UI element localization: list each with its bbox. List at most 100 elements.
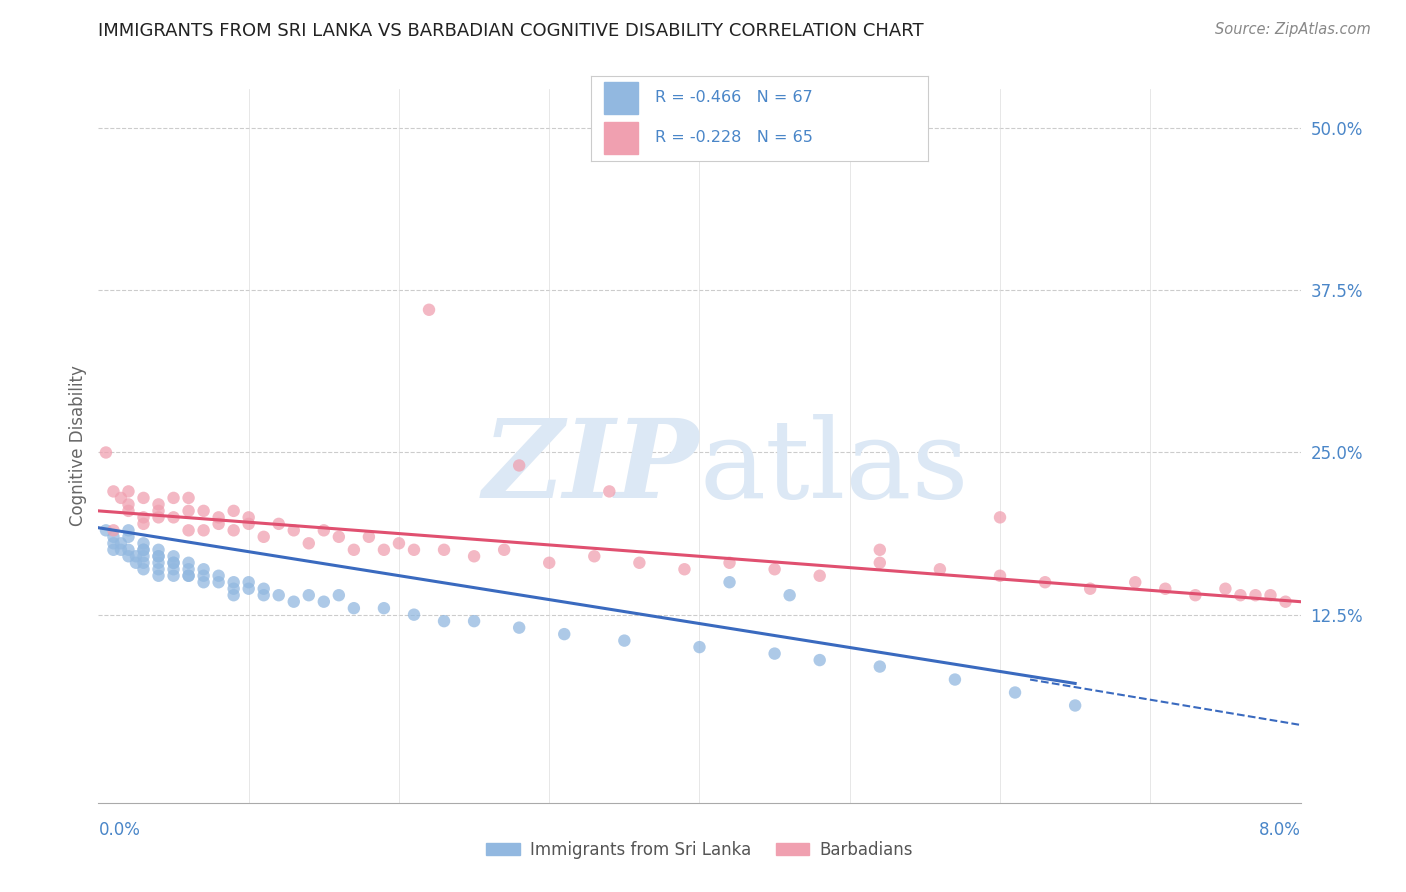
Point: [1274, 595, 1296, 609]
Point: [1154, 582, 1177, 596]
Point: [463, 549, 485, 564]
Point: [583, 549, 606, 564]
Point: [132, 542, 155, 557]
Point: [494, 542, 516, 557]
Point: [177, 562, 200, 576]
Point: [808, 568, 831, 582]
Point: [193, 524, 215, 538]
Point: [177, 504, 200, 518]
Point: [988, 568, 1011, 582]
Point: [125, 556, 148, 570]
Point: [103, 524, 125, 538]
Point: [298, 536, 321, 550]
Point: [208, 516, 231, 531]
Legend: Immigrants from Sri Lanka, Barbadians: Immigrants from Sri Lanka, Barbadians: [479, 835, 920, 866]
Point: [208, 568, 231, 582]
Point: [283, 524, 305, 538]
Point: [1229, 588, 1251, 602]
Point: [869, 556, 891, 570]
Point: [508, 621, 530, 635]
Point: [177, 568, 200, 582]
Text: Source: ZipAtlas.com: Source: ZipAtlas.com: [1215, 22, 1371, 37]
Point: [148, 549, 170, 564]
Point: [117, 484, 139, 499]
Point: [193, 568, 215, 582]
Point: [418, 302, 440, 317]
Point: [132, 562, 155, 576]
Point: [1033, 575, 1056, 590]
Point: [162, 556, 184, 570]
Point: [117, 524, 139, 538]
Point: [110, 542, 132, 557]
Text: 8.0%: 8.0%: [1258, 821, 1301, 838]
Text: ZIP: ZIP: [482, 414, 700, 521]
Point: [779, 588, 801, 602]
Point: [508, 458, 530, 473]
Point: [718, 575, 741, 590]
Point: [253, 530, 276, 544]
Point: [613, 633, 636, 648]
Point: [193, 504, 215, 518]
Point: [943, 673, 966, 687]
Point: [283, 595, 305, 609]
Point: [177, 524, 200, 538]
Text: R = -0.228   N = 65: R = -0.228 N = 65: [655, 130, 813, 145]
Point: [718, 556, 741, 570]
Point: [132, 536, 155, 550]
Point: [148, 510, 170, 524]
Y-axis label: Cognitive Disability: Cognitive Disability: [69, 366, 87, 526]
Point: [298, 588, 321, 602]
Point: [253, 582, 276, 596]
Point: [177, 568, 200, 582]
Point: [328, 588, 350, 602]
Point: [132, 542, 155, 557]
Point: [148, 568, 170, 582]
Point: [162, 549, 184, 564]
Point: [162, 556, 184, 570]
Point: [117, 497, 139, 511]
Point: [267, 516, 290, 531]
Bar: [605, 82, 638, 114]
Point: [103, 484, 125, 499]
Point: [208, 510, 231, 524]
Point: [689, 640, 711, 654]
Point: [869, 542, 891, 557]
Point: [103, 530, 125, 544]
Point: [267, 588, 290, 602]
Point: [125, 549, 148, 564]
Point: [148, 549, 170, 564]
Point: [117, 549, 139, 564]
Point: [357, 530, 380, 544]
Point: [988, 510, 1011, 524]
Point: [193, 562, 215, 576]
Point: [808, 653, 831, 667]
Text: 0.0%: 0.0%: [98, 821, 141, 838]
Point: [1004, 685, 1026, 699]
Point: [148, 542, 170, 557]
Point: [343, 542, 366, 557]
Point: [132, 510, 155, 524]
Point: [162, 491, 184, 505]
Point: [1244, 588, 1267, 602]
Point: [763, 562, 786, 576]
Point: [1184, 588, 1206, 602]
Point: [148, 504, 170, 518]
Point: [132, 549, 155, 564]
Point: [222, 588, 245, 602]
Point: [177, 556, 200, 570]
Point: [869, 659, 891, 673]
Point: [103, 536, 125, 550]
Point: [463, 614, 485, 628]
Point: [222, 504, 245, 518]
Text: IMMIGRANTS FROM SRI LANKA VS BARBADIAN COGNITIVE DISABILITY CORRELATION CHART: IMMIGRANTS FROM SRI LANKA VS BARBADIAN C…: [98, 22, 924, 40]
Point: [928, 562, 950, 576]
Point: [117, 542, 139, 557]
Point: [110, 536, 132, 550]
Point: [222, 575, 245, 590]
Point: [253, 588, 276, 602]
Point: [162, 510, 184, 524]
Point: [238, 582, 260, 596]
Point: [402, 607, 425, 622]
Point: [94, 445, 117, 459]
Point: [373, 601, 395, 615]
